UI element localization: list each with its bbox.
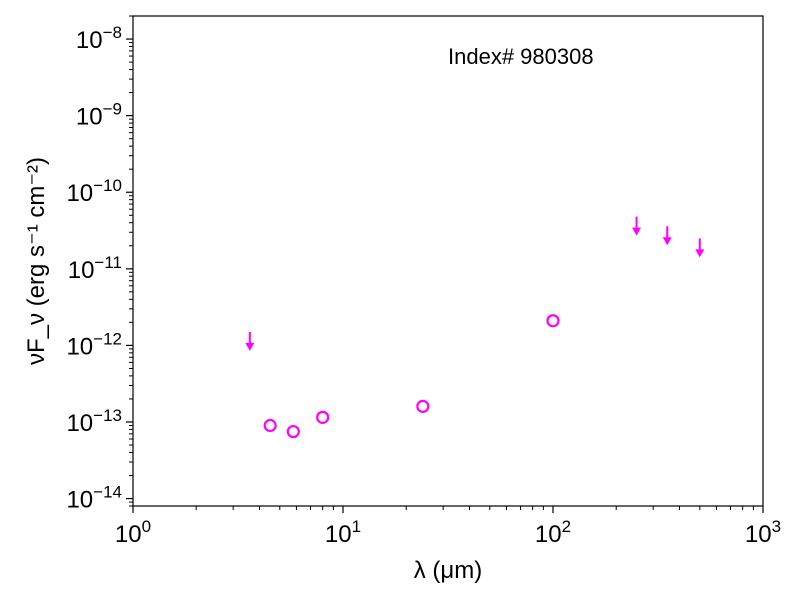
- arrow-head: [695, 249, 705, 258]
- axis-ticks: [126, 15, 764, 513]
- upper-limit-arrow: [632, 216, 642, 236]
- y-tick-label: 10−9: [76, 100, 122, 131]
- data-point: [416, 399, 430, 413]
- upper-limit-arrow: [662, 226, 672, 246]
- data-point: [286, 424, 300, 439]
- y-tick-label: 10−14: [66, 483, 122, 514]
- arrow-head: [662, 237, 672, 246]
- upper-limit-arrow: [245, 331, 255, 351]
- y-tick-label: 10−11: [68, 253, 122, 284]
- data-point: [546, 314, 560, 328]
- y-tick-label: 10−8: [76, 23, 122, 54]
- data-point: [316, 410, 330, 424]
- tick-labels: 100 101 102 103 10−14 10−13 10−12 10−11 10−10 10−…: [66, 23, 781, 548]
- x-tick-label: 103: [745, 517, 781, 548]
- upper-limit-arrow: [695, 238, 705, 258]
- data-point: [263, 418, 277, 433]
- x-axis-label: λ (μm): [414, 557, 482, 584]
- y-tick-label: 10−12: [66, 329, 122, 360]
- y-tick-label: 10−10: [66, 176, 122, 207]
- annotation-label: Index# 980308: [448, 44, 594, 69]
- x-tick-label: 102: [535, 517, 571, 548]
- arrow-head: [245, 342, 255, 351]
- plot-area-frame: [132, 15, 764, 507]
- data-points: [245, 216, 705, 439]
- x-tick-label: 100: [115, 517, 151, 548]
- x-tick-label: 101: [325, 517, 361, 548]
- y-axis-label: νF_ν (erg s⁻¹ cm⁻²): [23, 157, 50, 365]
- arrow-head: [632, 227, 642, 236]
- y-tick-label: 10−13: [66, 406, 122, 437]
